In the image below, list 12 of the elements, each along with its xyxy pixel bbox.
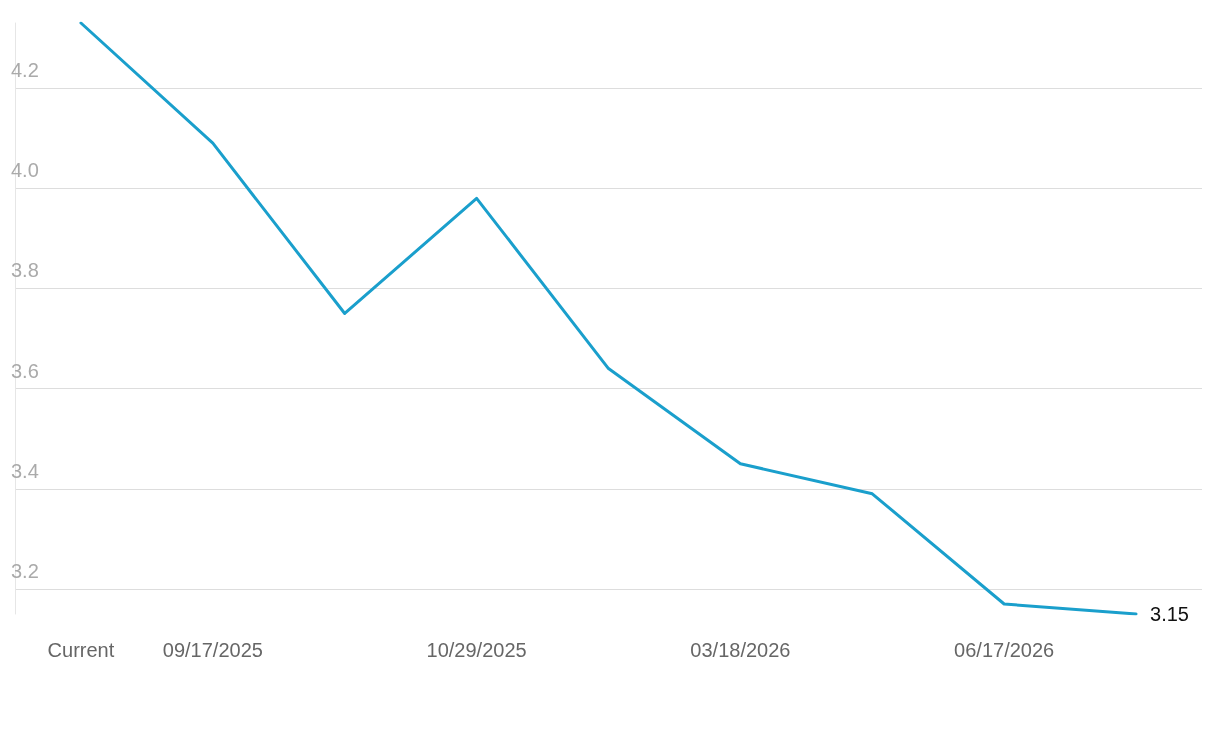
x-tick-label: 06/17/2026 <box>954 639 1055 661</box>
x-tick-label: 03/18/2026 <box>690 639 791 661</box>
x-tick-label: 10/29/2025 <box>426 639 527 661</box>
y-tick-label: 3.6 <box>11 359 39 382</box>
x-tick-label: Current <box>47 639 115 661</box>
data-label: 3.15 <box>1150 603 1189 625</box>
y-tick-label: 4.0 <box>11 159 39 182</box>
y-tick-label: 3.2 <box>11 559 39 582</box>
y-tick-label: 3.4 <box>11 459 39 482</box>
x-tick-label: 09/17/2025 <box>162 639 263 661</box>
y-tick-label: 3.8 <box>11 259 39 282</box>
y-tick-label: 4.2 <box>11 59 39 82</box>
